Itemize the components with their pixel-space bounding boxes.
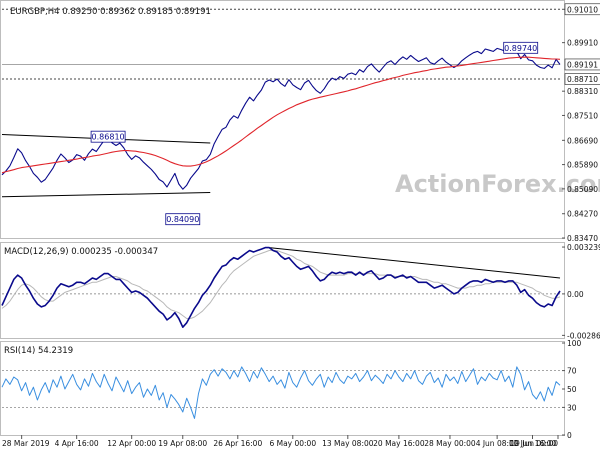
price-axis-tick-label: 0.84270 — [567, 210, 598, 219]
annotation-label: 0.89740 — [504, 44, 537, 53]
top-marker: 0.91010 — [565, 4, 600, 15]
support-marker: 0.88710 — [565, 74, 600, 85]
price-axis-tick-label: 0.85890 — [567, 161, 598, 170]
price-panel-title: EURGBP,H4 0.89250 0.89362 0.89185 0.8919… — [10, 7, 211, 17]
rsi-axis-tick-label: 0 — [567, 431, 572, 440]
price-axis-tick-label: 0.88310 — [567, 87, 598, 96]
price-axis-tick-label: 0.83470 — [567, 234, 598, 243]
rsi-axis-tick-label: 30 — [567, 403, 577, 412]
x-tick-label: 4 Apr 16:00 — [55, 439, 99, 448]
annotation-label: 0.84090 — [166, 215, 199, 224]
macd-panel-title: MACD(12,26,9) 0.000235 -0.000347 — [4, 247, 158, 257]
x-tick-label: 19 Apr 08:00 — [158, 439, 207, 448]
rsi-axis-tick-label: 100 — [567, 339, 582, 348]
price-axis-tick-label: 0.87510 — [567, 111, 598, 120]
macd-axis-tick-label: 0.00 — [567, 290, 584, 299]
x-tick-label: 13 May 08:00 — [322, 439, 374, 448]
x-tick-label: 28 Mar 2019 — [2, 439, 50, 448]
rsi-axis-tick-label: 70 — [567, 367, 577, 376]
x-tick-label: 19 Jun 00:00 — [510, 439, 558, 448]
rsi-panel-title: RSI(14) 54.2319 — [4, 346, 73, 356]
price-annotation: 0.86810 — [91, 131, 125, 142]
annotation-label: 0.86810 — [92, 133, 125, 142]
x-tick-label: 28 May 00:00 — [424, 439, 476, 448]
price-axis-tick-label: 0.89910 — [567, 39, 598, 48]
support-marker-text: 0.88710 — [567, 75, 598, 84]
price-annotation: 0.89740 — [504, 42, 538, 53]
current-price-marker: 0.89191 — [565, 59, 600, 70]
x-tick-label: 12 Apr 00:00 — [107, 439, 156, 448]
macd-axis-tick-label: 0.003239 — [567, 243, 600, 252]
x-tick-label: 26 Apr 16:00 — [213, 439, 262, 448]
top-marker-text: 0.91010 — [567, 5, 598, 14]
x-tick-label: 6 May 00:00 — [269, 439, 316, 448]
price-annotation: 0.84090 — [166, 214, 200, 225]
price-axis-tick-label: 0.85090 — [567, 185, 598, 194]
price-axis-tick-label: 0.86690 — [567, 136, 598, 145]
current-price-marker-text: 0.89191 — [567, 60, 598, 69]
x-tick-label: 20 May 16:00 — [373, 439, 425, 448]
rsi-axis-tick-label: 50 — [567, 385, 577, 394]
